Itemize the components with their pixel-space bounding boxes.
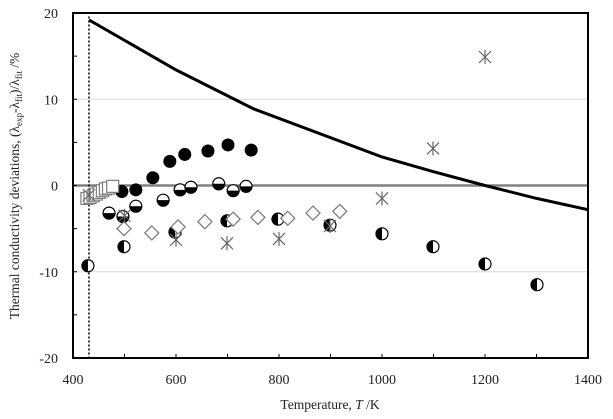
half-circle-marker (375, 227, 389, 241)
asterisk-marker (323, 219, 337, 234)
half-circle-marker (530, 278, 544, 292)
diamond-marker (143, 225, 160, 241)
filled-circle-marker (163, 154, 177, 168)
y-tick-label: 10 (44, 93, 58, 108)
y-axis-title: Thermal conductivity deviations, (λexp-λ… (7, 53, 24, 319)
filled-circle-marker (129, 183, 143, 197)
half-circle-marker (117, 240, 131, 254)
half-circle-marker (271, 212, 285, 226)
half-circle-marker (226, 184, 240, 198)
x-tick-label: 600 (166, 373, 187, 388)
x-tick-label: 1200 (471, 373, 499, 388)
half-circle-marker (478, 257, 492, 271)
asterisk-marker (272, 231, 286, 246)
diamond-marker (279, 210, 296, 227)
half-circle-marker (129, 199, 143, 213)
diamond-marker (196, 213, 213, 230)
y-tick-label: 0 (51, 180, 58, 195)
diamond-marker (116, 220, 132, 237)
asterisk-marker (118, 208, 131, 223)
filled-circle-marker (244, 143, 258, 157)
open-diamonds-series (116, 203, 348, 241)
half-circle-marker (102, 206, 116, 220)
asterisks-series (82, 49, 492, 251)
x-axis-title: Temperature, T /K (280, 397, 379, 412)
half-circle-marker (239, 179, 253, 193)
y-tick-label: 20 (44, 7, 58, 22)
half-circle-marker (426, 240, 440, 254)
x-tick-label: 400 (63, 373, 84, 388)
axis-ticks (72, 12, 589, 359)
square-marker (106, 179, 120, 193)
half-circle-marker (184, 180, 198, 194)
filled-circle-marker (178, 147, 192, 161)
half-circle-marker (212, 177, 226, 191)
y-tick-label: -20 (39, 352, 58, 367)
asterisk-marker (82, 187, 96, 202)
x-tick-labels: 400 600 800 1000 1200 1400 (63, 373, 603, 388)
filled-circle-marker (201, 144, 215, 158)
asterisk-marker (478, 49, 492, 64)
half-circle-marker (81, 259, 95, 273)
half-circle-marker (173, 183, 187, 197)
solid-circles-series (115, 138, 258, 199)
filled-circle-marker (146, 171, 160, 185)
asterisk-marker (220, 236, 234, 251)
diamond-marker (305, 205, 321, 222)
y-tick-label: -10 (39, 266, 58, 281)
diamond-marker (331, 203, 348, 220)
half-circle-marker (156, 193, 170, 207)
diamond-marker (225, 211, 242, 228)
asterisk-marker (169, 232, 183, 247)
diamond-marker (170, 218, 186, 235)
x-tick-label: 800 (269, 373, 290, 388)
diamond-marker (249, 209, 266, 226)
correlation-curve (88, 18, 589, 212)
open-squares-series (80, 179, 120, 206)
x-tick-label: 1400 (574, 373, 602, 388)
asterisk-marker (426, 141, 440, 156)
correlation-curve-line (88, 18, 589, 212)
data-markers (80, 49, 544, 292)
asterisk-marker (375, 191, 389, 206)
x-tick-label: 1000 (368, 373, 396, 388)
filled-circle-marker (221, 138, 235, 152)
gridlines (73, 98, 588, 273)
left-half-filled-circles-series (81, 212, 544, 292)
y-tick-labels: -20 -10 0 10 20 (39, 7, 58, 367)
